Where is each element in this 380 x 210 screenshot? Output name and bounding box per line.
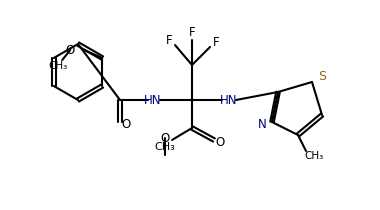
Text: HN: HN: [144, 93, 162, 106]
Text: CH₃: CH₃: [155, 142, 176, 152]
Text: O: O: [121, 118, 131, 131]
Text: F: F: [213, 35, 219, 49]
Text: F: F: [189, 25, 195, 38]
Text: N: N: [258, 118, 266, 131]
Text: O: O: [215, 135, 225, 148]
Text: S: S: [318, 71, 326, 84]
Text: CH₃: CH₃: [304, 151, 324, 161]
Text: F: F: [166, 34, 172, 46]
Text: O: O: [160, 131, 169, 144]
Text: HN: HN: [220, 93, 238, 106]
Text: CH₃: CH₃: [49, 61, 68, 71]
Text: O: O: [66, 43, 75, 56]
